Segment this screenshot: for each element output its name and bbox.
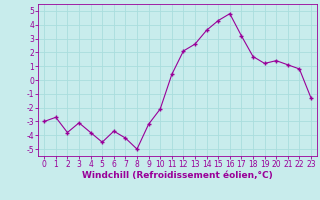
X-axis label: Windchill (Refroidissement éolien,°C): Windchill (Refroidissement éolien,°C) — [82, 171, 273, 180]
